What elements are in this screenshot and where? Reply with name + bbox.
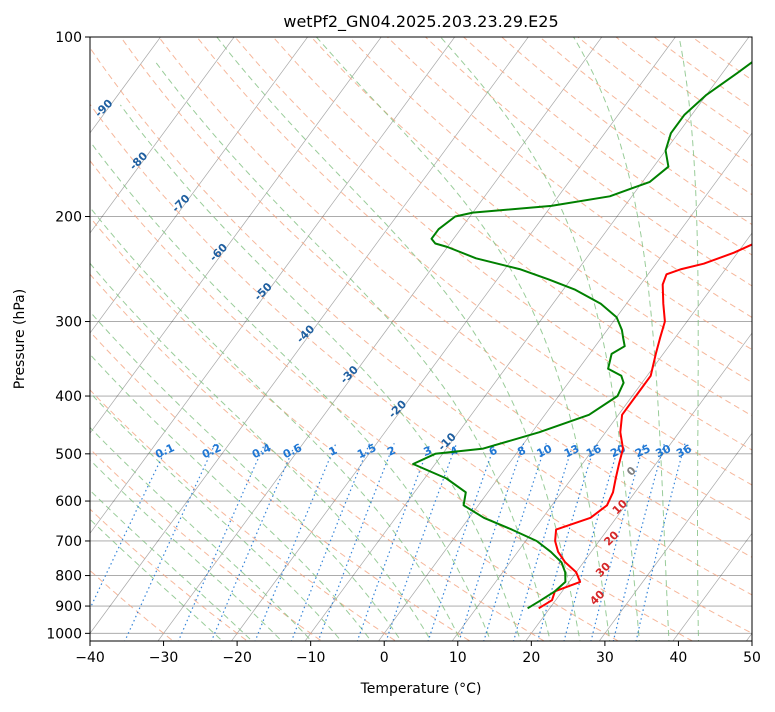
x-tick-label: 50 xyxy=(743,650,761,666)
x-tick-label: 20 xyxy=(522,650,540,666)
y-tick-label: 400 xyxy=(55,389,82,405)
chart-title: wetPf2_GN04.2025.203.23.29.E25 xyxy=(283,12,558,32)
x-tick-label: −20 xyxy=(222,650,252,666)
y-tick-label: 300 xyxy=(55,315,82,331)
y-tick-label: 900 xyxy=(55,599,82,615)
y-axis-title: Pressure (hPa) xyxy=(12,289,28,389)
x-tick-label: 40 xyxy=(670,650,688,666)
y-tick-label: 500 xyxy=(55,447,82,463)
x-tick-label: 30 xyxy=(596,650,614,666)
y-tick-label: 700 xyxy=(55,534,82,550)
x-tick-label: 10 xyxy=(449,650,467,666)
x-tick-label: 0 xyxy=(380,650,389,666)
x-axis-title: Temperature (°C) xyxy=(360,681,482,697)
y-tick-label: 100 xyxy=(55,30,82,46)
y-tick-label: 1000 xyxy=(46,626,82,642)
y-tick-label: 200 xyxy=(55,210,82,226)
y-tick-label: 800 xyxy=(55,569,82,585)
x-tick-label: −30 xyxy=(149,650,179,666)
y-tick-label: 600 xyxy=(55,494,82,510)
x-tick-label: −40 xyxy=(75,650,105,666)
x-tick-label: −10 xyxy=(296,650,326,666)
